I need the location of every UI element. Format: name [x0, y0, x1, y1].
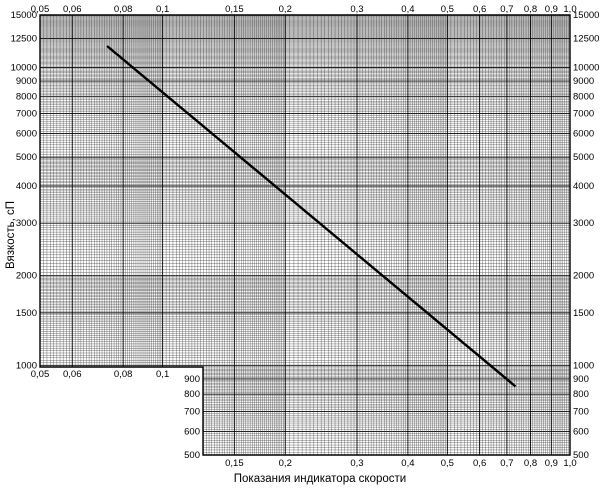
- y-axis-title: Вязкость, сП: [5, 201, 17, 269]
- y-tick-right-1: 12500: [573, 34, 599, 45]
- y-tick-left-5: 7000: [16, 109, 37, 120]
- x-tick-top-12: 0,9: [545, 4, 558, 15]
- y-tick-right-6: 6000: [573, 129, 594, 140]
- x-tick-bottom-1: 0,2: [279, 458, 292, 469]
- x-tick-middle-3: 0,1: [156, 369, 169, 380]
- y-tick-right-8: 4000: [573, 181, 594, 192]
- x-tick-middle-1: 0,06: [63, 369, 82, 380]
- x-tick-bottom-3: 0,4: [401, 458, 414, 469]
- x-tick-top-1: 0,06: [63, 4, 82, 15]
- chart-series: [106, 45, 517, 388]
- y-tick-lower-left-2: 700: [184, 406, 200, 417]
- y-tick-lower-left-3: 600: [184, 426, 200, 437]
- y-tick-left-7: 5000: [16, 152, 37, 163]
- y-tick-right-11: 1500: [573, 308, 594, 319]
- x-tick-bottom-4: 0,5: [441, 458, 454, 469]
- y-tick-left-3: 9000: [16, 76, 37, 87]
- y-tick-right-16: 600: [573, 426, 589, 437]
- chart-frame: [39, 14, 571, 456]
- y-tick-right-2: 10000: [573, 62, 599, 73]
- x-tick-bottom-7: 0,8: [524, 458, 537, 469]
- y-tick-left-10: 2000: [16, 271, 37, 282]
- y-tick-left-8: 4000: [16, 181, 37, 192]
- x-tick-middle-2: 0,08: [114, 369, 133, 380]
- y-tick-right-14: 800: [573, 389, 589, 400]
- y-tick-right-10: 2000: [573, 271, 594, 282]
- y-tick-right-13: 900: [573, 374, 589, 385]
- y-tick-left-9: 3000: [16, 218, 37, 229]
- y-tick-left-12: 1000: [16, 360, 37, 371]
- y-tick-lower-left-0: 900: [184, 374, 200, 385]
- x-tick-top-11: 0,8: [524, 4, 537, 15]
- x-tick-top-4: 0,15: [225, 4, 244, 15]
- x-tick-bottom-2: 0,3: [350, 458, 363, 469]
- y-tick-lower-left-4: 500: [184, 450, 200, 461]
- x-tick-top-13: 1,0: [563, 4, 576, 15]
- x-tick-top-8: 0,5: [441, 4, 454, 15]
- x-tick-top-3: 0,1: [156, 4, 169, 15]
- x-tick-bottom-0: 0,15: [225, 458, 244, 469]
- y-tick-right-3: 9000: [573, 76, 594, 87]
- x-tick-top-9: 0,6: [473, 4, 486, 15]
- y-tick-right-9: 3000: [573, 218, 594, 229]
- y-tick-right-12: 1000: [573, 360, 594, 371]
- x-tick-bottom-5: 0,6: [473, 458, 486, 469]
- series-line-0: [106, 45, 517, 388]
- x-tick-top-2: 0,08: [114, 4, 133, 15]
- y-tick-right-0: 15000: [573, 10, 599, 21]
- chart-tick-labels: 0,05 0,06 0,08 0,1 0,15 0,2 0,3 0,4 0,5 0,6 0,7 0,8…: [11, 4, 600, 469]
- x-tick-top-5: 0,2: [279, 4, 292, 15]
- y-tick-left-11: 1500: [16, 308, 37, 319]
- x-tick-top-10: 0,7: [500, 4, 513, 15]
- y-tick-left-2: 10000: [11, 62, 37, 73]
- y-tick-left-0: 15000: [11, 10, 37, 21]
- y-tick-left-4: 8000: [16, 91, 37, 102]
- x-tick-top-0: 0,05: [31, 4, 50, 15]
- y-tick-right-15: 700: [573, 406, 589, 417]
- y-tick-lower-left-1: 800: [184, 389, 200, 400]
- x-tick-bottom-9: 1,0: [563, 458, 576, 469]
- x-axis-title: Показания индикатора скорости: [234, 473, 406, 485]
- x-tick-top-6: 0,3: [350, 4, 363, 15]
- y-tick-right-4: 8000: [573, 91, 594, 102]
- x-tick-bottom-6: 0,7: [500, 458, 513, 469]
- y-tick-right-5: 7000: [573, 109, 594, 120]
- y-tick-right-17: 500: [573, 450, 589, 461]
- y-tick-right-7: 5000: [573, 152, 594, 163]
- y-tick-left-1: 12500: [11, 34, 37, 45]
- x-tick-bottom-8: 0,9: [545, 458, 558, 469]
- x-tick-middle-0: 0,05: [31, 369, 50, 380]
- plot-border: [39, 14, 571, 456]
- x-tick-top-7: 0,4: [401, 4, 414, 15]
- y-tick-left-6: 6000: [16, 129, 37, 140]
